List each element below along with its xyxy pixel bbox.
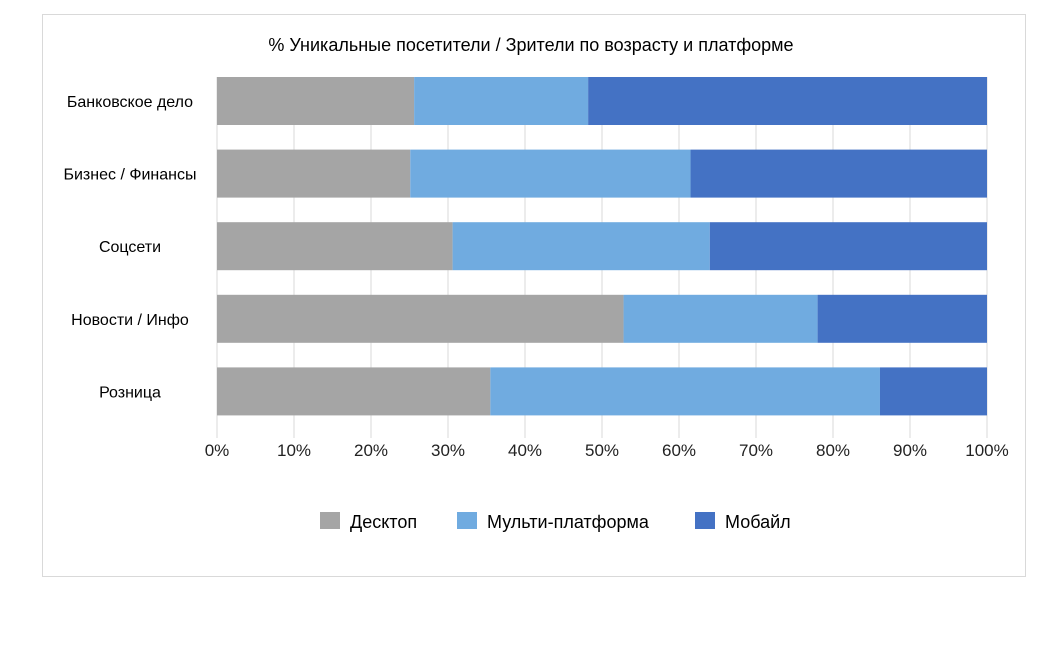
- chart-title: % Уникальные посетители / Зрители по воз…: [268, 35, 794, 55]
- category-label: Новости / Инфо: [71, 312, 189, 329]
- x-tick-label: 20%: [354, 441, 388, 460]
- x-tick-label: 10%: [277, 441, 311, 460]
- bar-1-0: [414, 77, 589, 125]
- x-tick-label: 80%: [816, 441, 850, 460]
- x-tick-label: 50%: [585, 441, 619, 460]
- legend-swatch: [320, 512, 340, 529]
- x-tick-label: 100%: [965, 441, 1008, 460]
- bar-0-4: [217, 367, 491, 416]
- bar-0-3: [217, 294, 624, 343]
- bar-1-3: [623, 294, 818, 343]
- legend-label: Мобайл: [725, 512, 791, 532]
- bar-2-0: [588, 77, 987, 125]
- x-tick-label: 30%: [431, 441, 465, 460]
- bar-1-4: [490, 367, 880, 416]
- legend-label: Мульти-платформа: [487, 512, 650, 532]
- bar-0-0: [217, 77, 415, 125]
- chart-card: [42, 14, 1026, 577]
- x-tick-label: 0%: [205, 441, 230, 460]
- bar-2-2: [709, 222, 987, 271]
- bar-0-2: [217, 222, 453, 271]
- x-tick-label: 40%: [508, 441, 542, 460]
- legend-label: Десктоп: [350, 512, 417, 532]
- bar-2-4: [879, 367, 987, 416]
- bar-1-2: [452, 222, 710, 271]
- bar-2-1: [690, 149, 987, 198]
- category-label: Розница: [99, 384, 161, 401]
- bar-2-3: [817, 294, 987, 343]
- bar-0-1: [217, 149, 411, 198]
- x-tick-label: 60%: [662, 441, 696, 460]
- x-tick-label: 70%: [739, 441, 773, 460]
- x-tick-label: 90%: [893, 441, 927, 460]
- legend-swatch: [457, 512, 477, 529]
- legend-swatch: [695, 512, 715, 529]
- category-label: Соцсети: [99, 239, 161, 256]
- category-label: Банковское дело: [67, 94, 193, 111]
- bar-1-1: [410, 149, 691, 198]
- category-label: Бизнес / Финансы: [63, 167, 196, 184]
